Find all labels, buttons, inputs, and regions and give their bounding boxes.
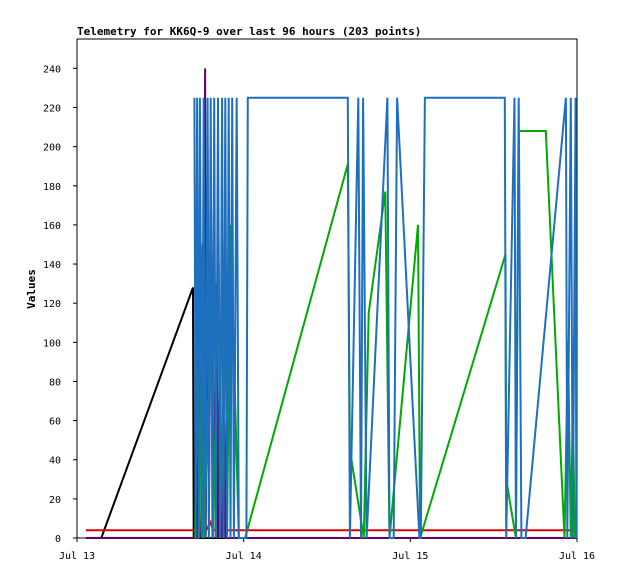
series-line-3 bbox=[86, 68, 577, 539]
y-tick-label: 200 bbox=[43, 143, 61, 154]
y-tick-label: 140 bbox=[43, 260, 61, 271]
y-tick-label: 80 bbox=[49, 377, 61, 388]
y-tick-label: 60 bbox=[49, 417, 61, 428]
y-tick-label: 20 bbox=[49, 495, 61, 506]
x-tick-label: Jul 14 bbox=[226, 551, 262, 562]
series-line-2 bbox=[86, 519, 577, 532]
plot-frame bbox=[76, 38, 578, 539]
x-axis: Jul 13 Jul 14 Jul 15 Jul 16 bbox=[59, 538, 595, 562]
x-tick-label: Jul 15 bbox=[392, 551, 428, 562]
y-tick-label: 160 bbox=[43, 221, 61, 232]
y-tick-label: 240 bbox=[43, 64, 61, 75]
x-tick-label: Jul 13 bbox=[59, 551, 95, 562]
y-tick-label: 220 bbox=[43, 103, 61, 114]
y-tick-label: 0 bbox=[55, 534, 61, 545]
series-lines bbox=[86, 68, 578, 539]
series-line-1 bbox=[86, 287, 577, 539]
chart-title: Telemetry for KK6Q-9 over last 96 hours … bbox=[77, 25, 421, 38]
y-tick-label: 180 bbox=[43, 182, 61, 193]
y-axis: 0 20 40 60 80 100 120 140 160 180 200 220 240 bbox=[43, 64, 77, 545]
series-line-5 bbox=[193, 96, 578, 539]
y-tick-label: 100 bbox=[43, 338, 61, 349]
y-tick-label: 120 bbox=[43, 299, 61, 310]
x-tick-label: Jul 16 bbox=[559, 551, 595, 562]
y-axis-label: Values bbox=[25, 269, 38, 309]
y-tick-label: 40 bbox=[49, 456, 61, 467]
